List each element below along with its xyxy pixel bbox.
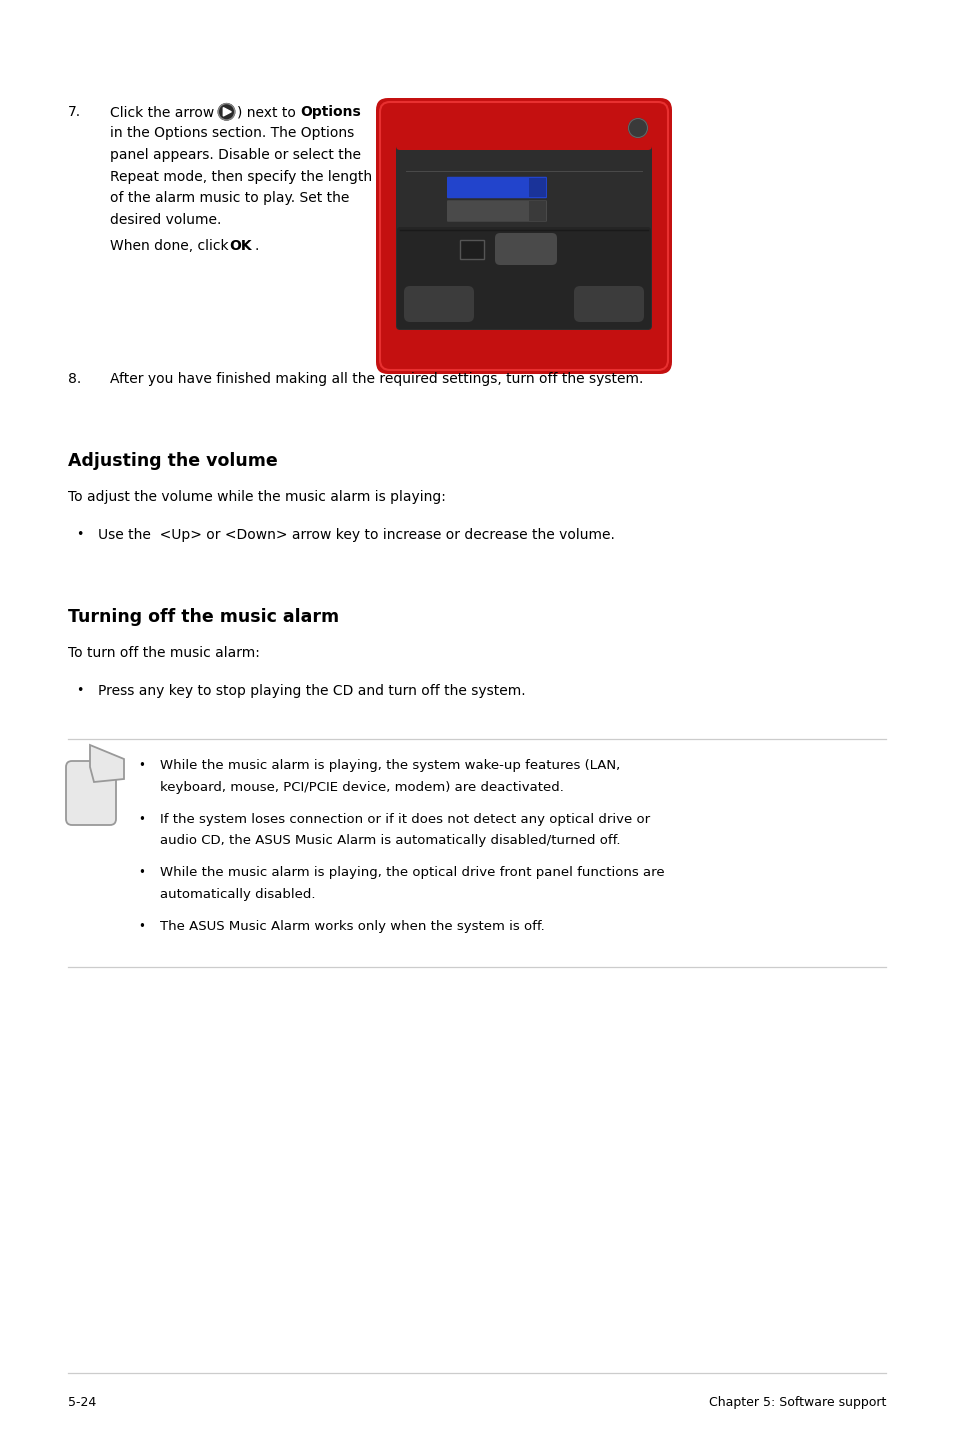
Text: To adjust the volume while the music alarm is playing:: To adjust the volume while the music ala…	[68, 490, 445, 503]
Text: 15: 15	[466, 244, 477, 253]
Text: keyboard, mouse, PCI/PCIE device, modem) are deactivated.: keyboard, mouse, PCI/PCIE device, modem)…	[160, 781, 563, 794]
Text: •: •	[138, 920, 145, 933]
Text: Duration: Duration	[403, 207, 443, 216]
Text: •: •	[138, 812, 145, 825]
Text: 8.: 8.	[68, 372, 81, 385]
Text: ▼: ▼	[486, 253, 491, 257]
FancyBboxPatch shape	[396, 227, 650, 329]
Text: Press any key to stop playing the CD and turn off the system.: Press any key to stop playing the CD and…	[98, 684, 525, 697]
Text: Turning off the music alarm: Turning off the music alarm	[68, 608, 338, 626]
FancyBboxPatch shape	[447, 177, 546, 198]
Text: audio CD, the ASUS Music Alarm is automatically disabled/turned off.: audio CD, the ASUS Music Alarm is automa…	[160, 834, 619, 847]
Text: of the alarm music to play. Set the: of the alarm music to play. Set the	[110, 191, 349, 206]
Text: Options: Options	[416, 122, 454, 132]
Text: 5-24: 5-24	[68, 1396, 96, 1409]
Text: Chapter 5: Software support: Chapter 5: Software support	[708, 1396, 885, 1409]
Text: ▲: ▲	[486, 242, 491, 247]
FancyBboxPatch shape	[529, 201, 545, 221]
FancyBboxPatch shape	[375, 98, 671, 374]
FancyBboxPatch shape	[495, 233, 557, 265]
Text: panel appears. Disable or select the: panel appears. Disable or select the	[110, 148, 360, 162]
Text: To turn off the music alarm:: To turn off the music alarm:	[68, 646, 259, 660]
Text: •: •	[138, 759, 145, 772]
Text: automatically disabled.: automatically disabled.	[160, 889, 315, 902]
FancyBboxPatch shape	[459, 240, 483, 259]
FancyBboxPatch shape	[403, 286, 474, 322]
Text: All: All	[455, 183, 466, 193]
Text: ×: ×	[634, 124, 641, 132]
Text: Cancel: Cancel	[592, 299, 625, 309]
Text: After you have finished making all the required settings, turn off the system.: After you have finished making all the r…	[110, 372, 642, 385]
Text: desired volume.: desired volume.	[110, 213, 221, 227]
Circle shape	[628, 118, 647, 138]
Text: 20 mins: 20 mins	[455, 207, 491, 216]
FancyBboxPatch shape	[574, 286, 643, 322]
Text: Volume: Volume	[408, 244, 441, 253]
Text: .: .	[254, 240, 259, 253]
Text: When done, click: When done, click	[110, 240, 233, 253]
Text: 7.: 7.	[68, 105, 81, 119]
Text: •: •	[76, 684, 83, 697]
Text: Repeat mode, then specify the length: Repeat mode, then specify the length	[110, 170, 372, 184]
Text: in the Options section. The Options: in the Options section. The Options	[110, 127, 354, 141]
Polygon shape	[223, 108, 231, 116]
Text: OK: OK	[229, 240, 252, 253]
Text: Use the  <Up> or <Down> arrow key to increase or decrease the volume.: Use the <Up> or <Down> arrow key to incr…	[98, 528, 615, 542]
Text: While the music alarm is playing, the optical drive front panel functions are: While the music alarm is playing, the op…	[160, 866, 664, 879]
Text: Click the arrow (: Click the arrow (	[110, 105, 224, 119]
Text: Mode: Mode	[412, 183, 436, 193]
Text: •: •	[138, 866, 145, 879]
Text: Repeat: Repeat	[408, 155, 439, 164]
Polygon shape	[90, 745, 124, 782]
Text: If the system loses connection or if it does not detect any optical drive or: If the system loses connection or if it …	[160, 812, 649, 825]
Text: Options: Options	[299, 105, 360, 119]
Text: The ASUS Music Alarm works only when the system is off.: The ASUS Music Alarm works only when the…	[160, 920, 544, 933]
FancyBboxPatch shape	[395, 109, 651, 150]
Text: ) next to: ) next to	[236, 105, 300, 119]
Text: Tell: Tell	[518, 244, 533, 253]
Text: ▼: ▼	[532, 186, 537, 190]
FancyBboxPatch shape	[66, 761, 116, 825]
Text: ▼: ▼	[532, 209, 537, 213]
FancyBboxPatch shape	[395, 144, 651, 329]
Text: While the music alarm is playing, the system wake-up features (LAN,: While the music alarm is playing, the sy…	[160, 759, 619, 772]
Text: Adjusting the volume: Adjusting the volume	[68, 452, 277, 470]
FancyBboxPatch shape	[447, 200, 546, 221]
Circle shape	[218, 104, 234, 119]
FancyBboxPatch shape	[529, 178, 545, 197]
Text: OK: OK	[432, 299, 446, 309]
Text: •: •	[76, 528, 83, 541]
